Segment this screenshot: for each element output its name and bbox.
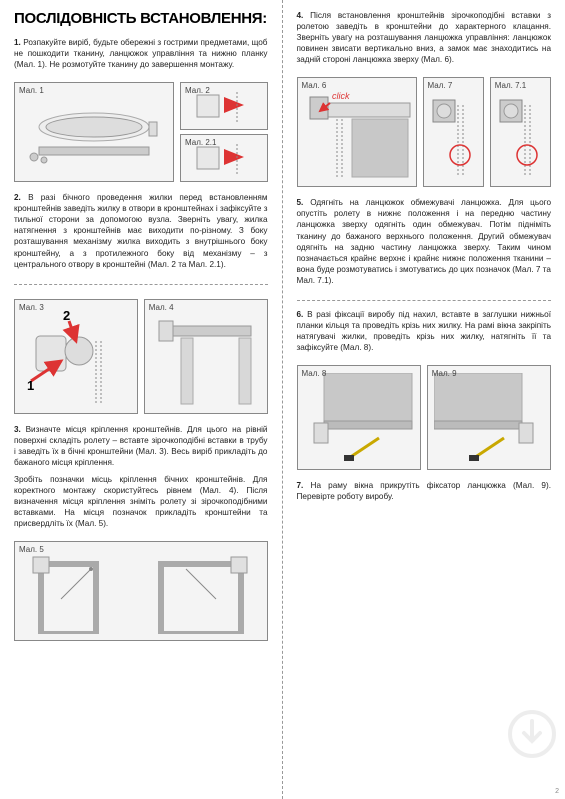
step-2-text: В разі бічного проведення жилки перед вс… bbox=[14, 193, 268, 268]
step-3: 3. Визначте місця кріплення кронштейнів.… bbox=[14, 424, 268, 468]
figure-9: Мал. 9 bbox=[427, 365, 551, 470]
figure-6: Мал. 6 click bbox=[297, 77, 417, 187]
figure-9-svg bbox=[434, 373, 544, 463]
step-7-text: На раму вікна прикрутіть фіксатор ланцюж… bbox=[297, 481, 551, 501]
step-3-num: 3. bbox=[14, 425, 21, 434]
step-5-text: Одягніть на ланцюжок обмежувачі ланцюжка… bbox=[297, 198, 552, 284]
figure-4: Мал. 4 bbox=[144, 299, 268, 414]
page-number: 2 bbox=[555, 788, 559, 795]
figure-3-label: Мал. 3 bbox=[19, 303, 44, 312]
step-1: 1. Розпакуйте виріб, будьте обережні з г… bbox=[14, 37, 268, 70]
step-4-num: 4. bbox=[297, 11, 304, 20]
step-7: 7. На раму вікна прикрутіть фіксатор лан… bbox=[297, 480, 552, 502]
figure-7-1-label: Мал. 7.1 bbox=[495, 81, 526, 90]
figure-8-svg bbox=[304, 373, 414, 463]
page-title: ПОСЛІДОВНІСТЬ ВСТАНОВЛЕННЯ: bbox=[14, 10, 268, 27]
figure-7-1: Мал. 7.1 bbox=[490, 77, 551, 187]
svg-text:2: 2 bbox=[63, 308, 70, 323]
figure-6-svg: click bbox=[302, 85, 412, 180]
figure-8-label: Мал. 8 bbox=[302, 369, 327, 378]
figure-6-label: Мал. 6 bbox=[302, 81, 327, 90]
divider-right bbox=[297, 300, 552, 301]
svg-text:click: click bbox=[332, 91, 350, 101]
figure-5: Мал. 5 bbox=[14, 541, 268, 641]
figure-7: Мал. 7 bbox=[423, 77, 484, 187]
figure-row-5: Мал. 8 Мал. 9 bbox=[297, 365, 552, 470]
figure-4-label: Мал. 4 bbox=[149, 303, 174, 312]
step-3b: Зробіть позначки місць кріплення бічних … bbox=[14, 474, 268, 529]
figure-1: Мал. 1 bbox=[14, 82, 174, 182]
step-7-num: 7. bbox=[297, 481, 304, 490]
figure-4-svg bbox=[151, 306, 261, 406]
step-5-num: 5. bbox=[297, 198, 304, 207]
svg-text:1: 1 bbox=[27, 378, 34, 393]
figure-7-1-svg bbox=[495, 85, 545, 180]
figure-row-1: Мал. 1 Мал. 2 bbox=[14, 82, 268, 182]
figure-2: Мал. 2 bbox=[180, 82, 268, 130]
figure-3: Мал. 3 1 2 bbox=[14, 299, 138, 414]
figure-2-1-label: Мал. 2.1 bbox=[185, 138, 216, 147]
figure-1-svg bbox=[19, 92, 169, 172]
figure-row-4: Мал. 6 click Мал. 7 bbox=[297, 77, 552, 187]
step-6: 6. В разі фіксації виробу під нахил, вст… bbox=[297, 309, 552, 353]
watermark-icon bbox=[507, 709, 557, 759]
figure-3-svg: 1 2 bbox=[21, 306, 131, 406]
figure-7-label: Мал. 7 bbox=[428, 81, 453, 90]
figure-1-label: Мал. 1 bbox=[19, 86, 44, 95]
figure-5-label: Мал. 5 bbox=[19, 545, 44, 554]
figure-7-svg bbox=[428, 85, 478, 180]
figure-9-label: Мал. 9 bbox=[432, 369, 457, 378]
figure-5-svg bbox=[21, 549, 261, 634]
step-4-text: Після встановлення кронштейнів зірочкопо… bbox=[297, 11, 552, 64]
step-1-num: 1. bbox=[14, 38, 21, 47]
figure-row-3: Мал. 5 bbox=[14, 541, 268, 641]
step-6-num: 6. bbox=[297, 310, 304, 319]
step-2: 2. В разі бічного проведення жилки перед… bbox=[14, 192, 268, 269]
step-6-text: В разі фіксації виробу під нахил, вставт… bbox=[297, 310, 552, 352]
step-3-text: Визначте місця кріплення кронштейнів. Дл… bbox=[14, 425, 268, 467]
step-5: 5. Одягніть на ланцюжок обмежувачі ланцю… bbox=[297, 197, 552, 286]
left-column: ПОСЛІДОВНІСТЬ ВСТАНОВЛЕННЯ: 1. Розпакуйт… bbox=[0, 0, 283, 799]
step-4: 4. Після встановлення кронштейнів зірочк… bbox=[297, 10, 552, 65]
step-1-text: Розпакуйте виріб, будьте обережні з гост… bbox=[14, 38, 268, 69]
figure-2-label: Мал. 2 bbox=[185, 86, 210, 95]
figure-8: Мал. 8 bbox=[297, 365, 421, 470]
step-2-num: 2. bbox=[14, 193, 21, 202]
figure-2-1: Мал. 2.1 bbox=[180, 134, 268, 182]
divider-left bbox=[14, 284, 268, 285]
figure-row-2: Мал. 3 1 2 Мал. 4 bbox=[14, 299, 268, 414]
right-column: 4. Після встановлення кронштейнів зірочк… bbox=[283, 0, 565, 799]
